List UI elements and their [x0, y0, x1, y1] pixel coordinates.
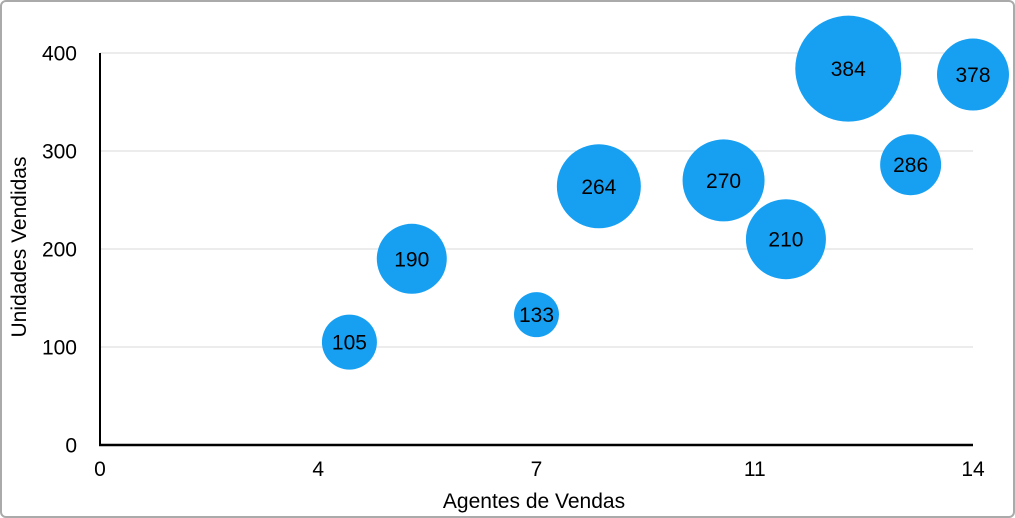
x-tick-label: 0: [94, 458, 106, 481]
y-tick-label: 0: [65, 435, 77, 458]
bubble-group: 384: [795, 15, 902, 122]
y-tick-label: 200: [42, 239, 77, 262]
bubble-value-label: 190: [394, 248, 429, 271]
x-axis-title: Agentes de Vendas: [443, 490, 625, 513]
bubble-value-label: 210: [768, 229, 803, 252]
bubble-value-label: 264: [581, 176, 616, 199]
bubble: [321, 314, 377, 370]
chart-axes: [99, 53, 973, 447]
bubble: [514, 292, 559, 338]
y-axis-title: Unidades Vendidas: [8, 157, 31, 338]
bubble-value-label: 270: [706, 170, 741, 193]
bubble-group: 270: [682, 139, 765, 222]
x-tick-label: 7: [531, 458, 543, 481]
bubble-group: 264: [556, 144, 641, 229]
bubble-value-label: 384: [831, 58, 866, 81]
bubble: [682, 139, 765, 222]
bubble-value-label: 105: [332, 332, 367, 355]
bubble-group: 378: [937, 38, 1009, 111]
bubble-value-label: 378: [955, 64, 990, 87]
bubble: [556, 144, 641, 229]
y-tick-label: 100: [42, 337, 77, 360]
y-tick-labels: 0 100 200 300 400: [42, 43, 77, 458]
bubble: [795, 15, 902, 122]
bubble-series: 105 190 133 264 270 210 384 286 378: [321, 15, 1009, 370]
bubble-group: 190: [376, 223, 447, 294]
x-tick-labels: 0 4 7 11 14: [94, 458, 985, 481]
bubble-group: 210: [745, 199, 826, 280]
bubble-group: 105: [321, 314, 377, 370]
bubble-value-label: 286: [893, 154, 928, 177]
x-tick-label: 4: [312, 458, 324, 481]
bubble: [745, 199, 826, 280]
y-tick-label: 400: [42, 43, 77, 66]
bubble-value-label: 133: [519, 304, 554, 327]
bubble: [376, 223, 447, 294]
bubble: [880, 134, 942, 196]
bubble: [937, 38, 1009, 111]
x-tick-label: 11: [744, 458, 766, 481]
bubble-group: 286: [880, 134, 942, 196]
x-tick-label: 14: [961, 458, 985, 481]
y-tick-label: 300: [42, 141, 77, 164]
bubble-group: 133: [514, 292, 559, 338]
